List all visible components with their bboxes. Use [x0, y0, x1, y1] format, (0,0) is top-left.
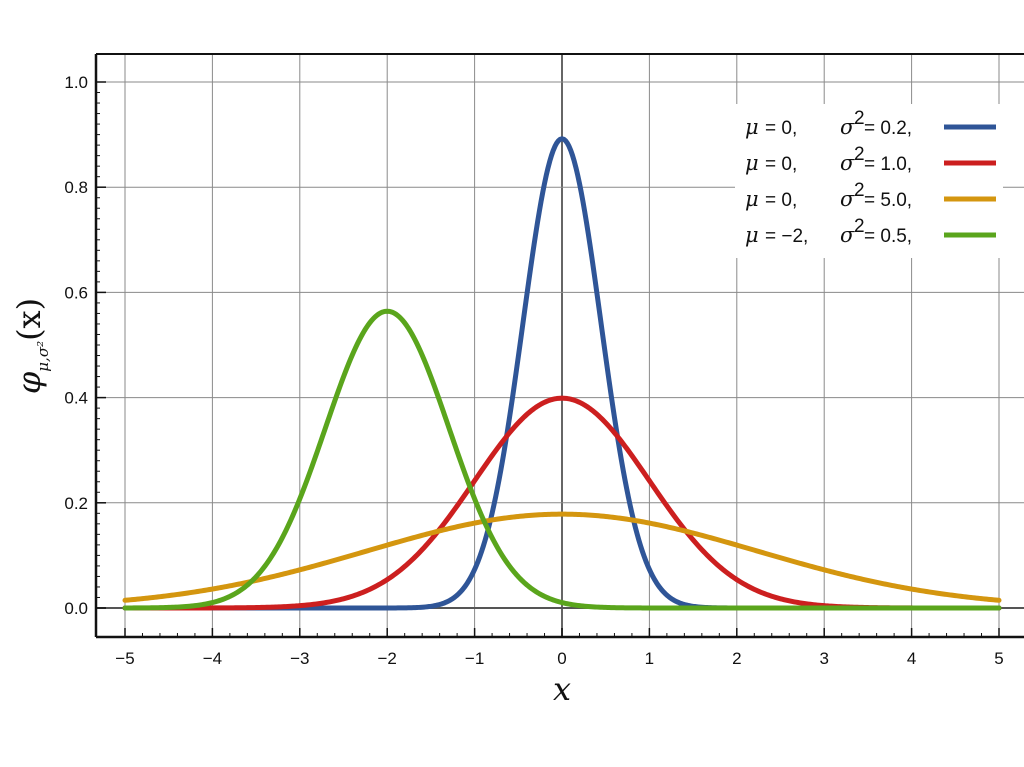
legend-mu-symbol: μ	[745, 187, 759, 211]
legend-entry-1: μ = 0, σ 2 = 1.0,	[745, 144, 996, 175]
series-line-3	[122, 308, 1002, 611]
axes	[94, 53, 1024, 639]
series	[122, 136, 1002, 611]
x-tick-label: 2	[732, 649, 741, 668]
legend-mu-value: = 0,	[765, 190, 797, 211]
legend-sigma-value: = 1.0,	[864, 154, 912, 175]
series-line-2	[122, 511, 1002, 603]
legend-background	[735, 104, 1003, 258]
legend-sigma-symbol: σ	[840, 151, 855, 175]
legend-mu-value: = 0,	[765, 118, 797, 139]
legend-sigma-exponent: 2	[854, 180, 865, 201]
x-tick-label: 3	[819, 649, 828, 668]
legend-sigma-symbol: σ	[840, 223, 855, 247]
legend-mu-symbol: μ	[745, 151, 759, 175]
x-tick-label: −4	[203, 649, 222, 668]
y-axis-title-text: φμ,σ²(x)	[10, 298, 52, 394]
y-tick-label: 0.4	[64, 389, 88, 408]
legend-sigma-exponent: 2	[854, 216, 865, 237]
legend-sigma-value: = 0.2,	[864, 118, 912, 139]
x-tick-label: −1	[465, 649, 484, 668]
legend-mu-symbol: μ	[745, 223, 759, 247]
labels: −5 −4 −3 −2 −1 0 1 2 3 4 5 0.0 0.2 0.4 0.6 0.8 1.0 x φμ,σ²…	[10, 73, 1004, 708]
x-axis-title: x	[553, 670, 571, 708]
y-tick-label: 0.2	[64, 494, 88, 513]
y-tick-label: 0.6	[64, 283, 88, 302]
legend-mu-value: = 0,	[765, 154, 797, 175]
y-axis-suffix: (x)	[10, 298, 48, 341]
legend-sigma-symbol: σ	[840, 187, 855, 211]
y-tick-label: 0.8	[64, 178, 88, 197]
legend: μ = 0, σ 2 = 0.2,μ = 0, σ 2 = 1.0,μ = 0, σ 2 = 5.0,μ…	[735, 104, 1003, 258]
legend-sigma-symbol: σ	[840, 115, 855, 139]
x-tick-label: −2	[378, 649, 397, 668]
y-axis-symbol: φ	[10, 371, 48, 394]
x-tick-label: −5	[115, 649, 134, 668]
x-tick-label: 5	[994, 649, 1003, 668]
x-tick-label: 0	[557, 649, 566, 668]
legend-mu-symbol: μ	[745, 115, 759, 139]
legend-entry-2: μ = 0, σ 2 = 5.0,	[745, 180, 996, 211]
y-axis-subscript: μ,σ²	[34, 341, 52, 372]
x-tick-label: −3	[290, 649, 309, 668]
legend-entry-3: μ = −2, σ 2 = 0.5,	[745, 216, 996, 247]
legend-sigma-exponent: 2	[854, 144, 865, 165]
legend-sigma-exponent: 2	[854, 108, 865, 129]
legend-entry-0: μ = 0, σ 2 = 0.2,	[745, 108, 996, 139]
y-tick-label: 1.0	[64, 73, 88, 92]
y-tick-label: 0.0	[64, 599, 88, 618]
x-tick-label: 1	[645, 649, 654, 668]
legend-sigma-value: = 5.0,	[864, 190, 912, 211]
legend-mu-value: = −2,	[765, 226, 808, 247]
x-tick-label: 4	[907, 649, 916, 668]
y-axis-title: φμ,σ²(x)	[10, 298, 52, 394]
legend-sigma-value: = 0.5,	[864, 226, 912, 247]
